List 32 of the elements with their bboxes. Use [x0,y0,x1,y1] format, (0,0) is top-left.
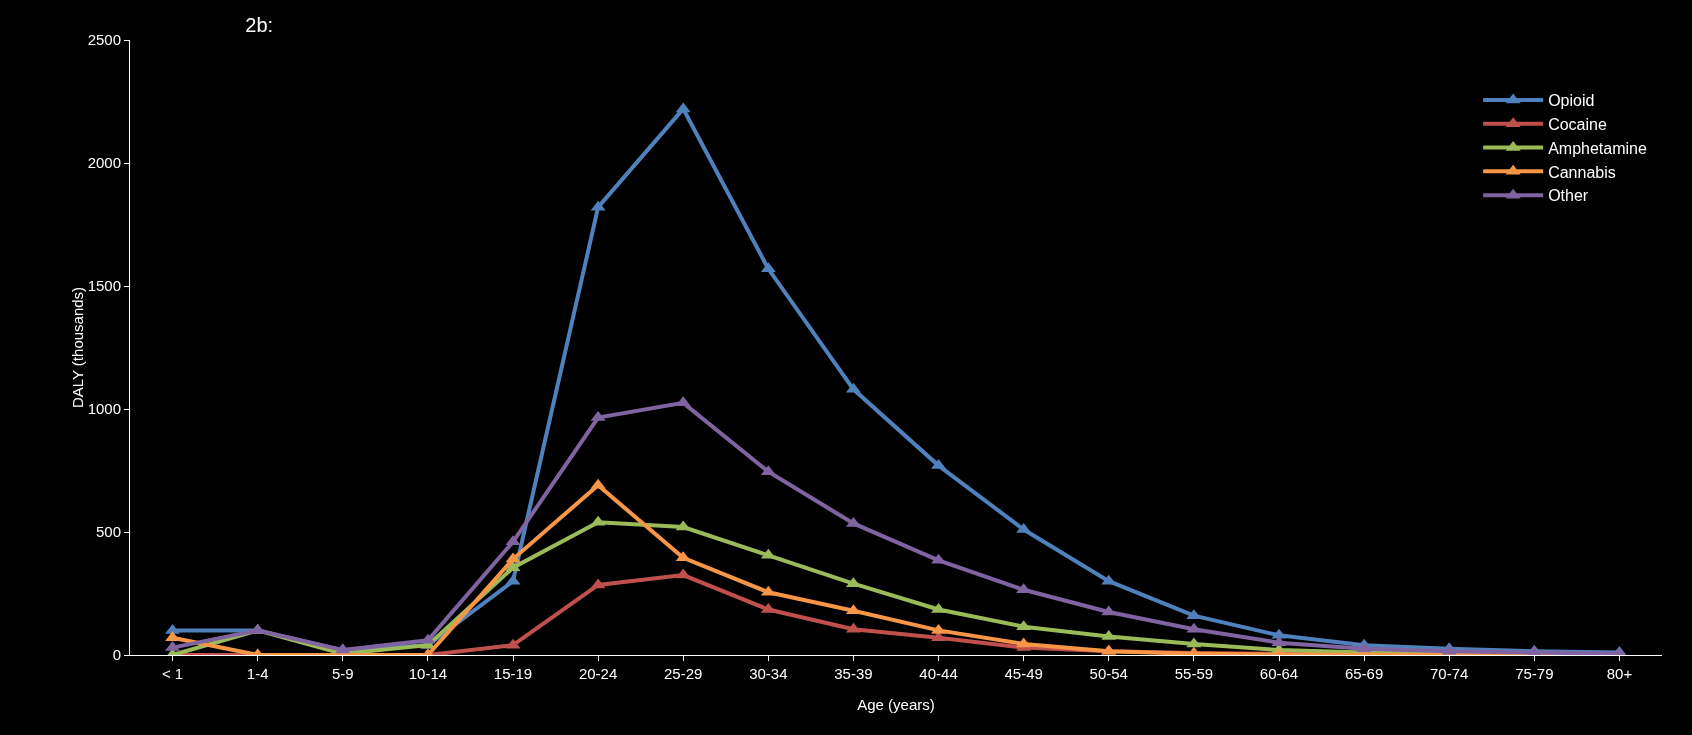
x-tick-label: 35-39 [834,665,873,682]
y-tick-label: 2500 [87,31,121,49]
y-tick-label: 500 [95,523,121,541]
y-tick-label: 2000 [87,154,121,172]
x-tick-label: 50-54 [1089,665,1128,682]
x-tick-label: 45-49 [1004,665,1043,682]
x-tick-label: 80+ [1606,665,1633,682]
x-tick-label: 75-79 [1515,665,1554,682]
x-tick-label: 60-64 [1259,665,1299,682]
y-tick-label: 1000 [87,400,121,418]
y-tick-label: 0 [112,646,121,664]
x-tick-label: 55-59 [1174,665,1214,682]
legend-label: Cannabis [1548,163,1616,181]
y-tick-label: 1500 [87,277,121,295]
x-tick-label: 10-14 [408,665,448,682]
x-tick-label: 20-24 [578,665,618,682]
x-tick-label: 15-19 [493,665,533,682]
legend-label: Amphetamine [1548,139,1647,157]
legend-label: Cocaine [1548,115,1607,133]
chart-title: 2b: [245,14,274,37]
x-tick-label: 5-9 [331,665,354,682]
x-axis-title: Age (years) [857,696,935,713]
x-tick-label: < 1 [161,665,184,682]
x-tick-label: 65-69 [1344,665,1384,682]
x-tick-label: 70-74 [1430,665,1469,682]
legend-label: Opioid [1548,92,1595,110]
legend-label: Other [1548,187,1589,205]
x-tick-label: 40-44 [919,665,958,682]
x-tick-label: 30-34 [749,665,788,682]
y-axis-title: DALY (thousands) [68,286,86,409]
x-tick-label: 1-4 [246,665,269,682]
x-tick-label: 25-29 [664,665,703,682]
